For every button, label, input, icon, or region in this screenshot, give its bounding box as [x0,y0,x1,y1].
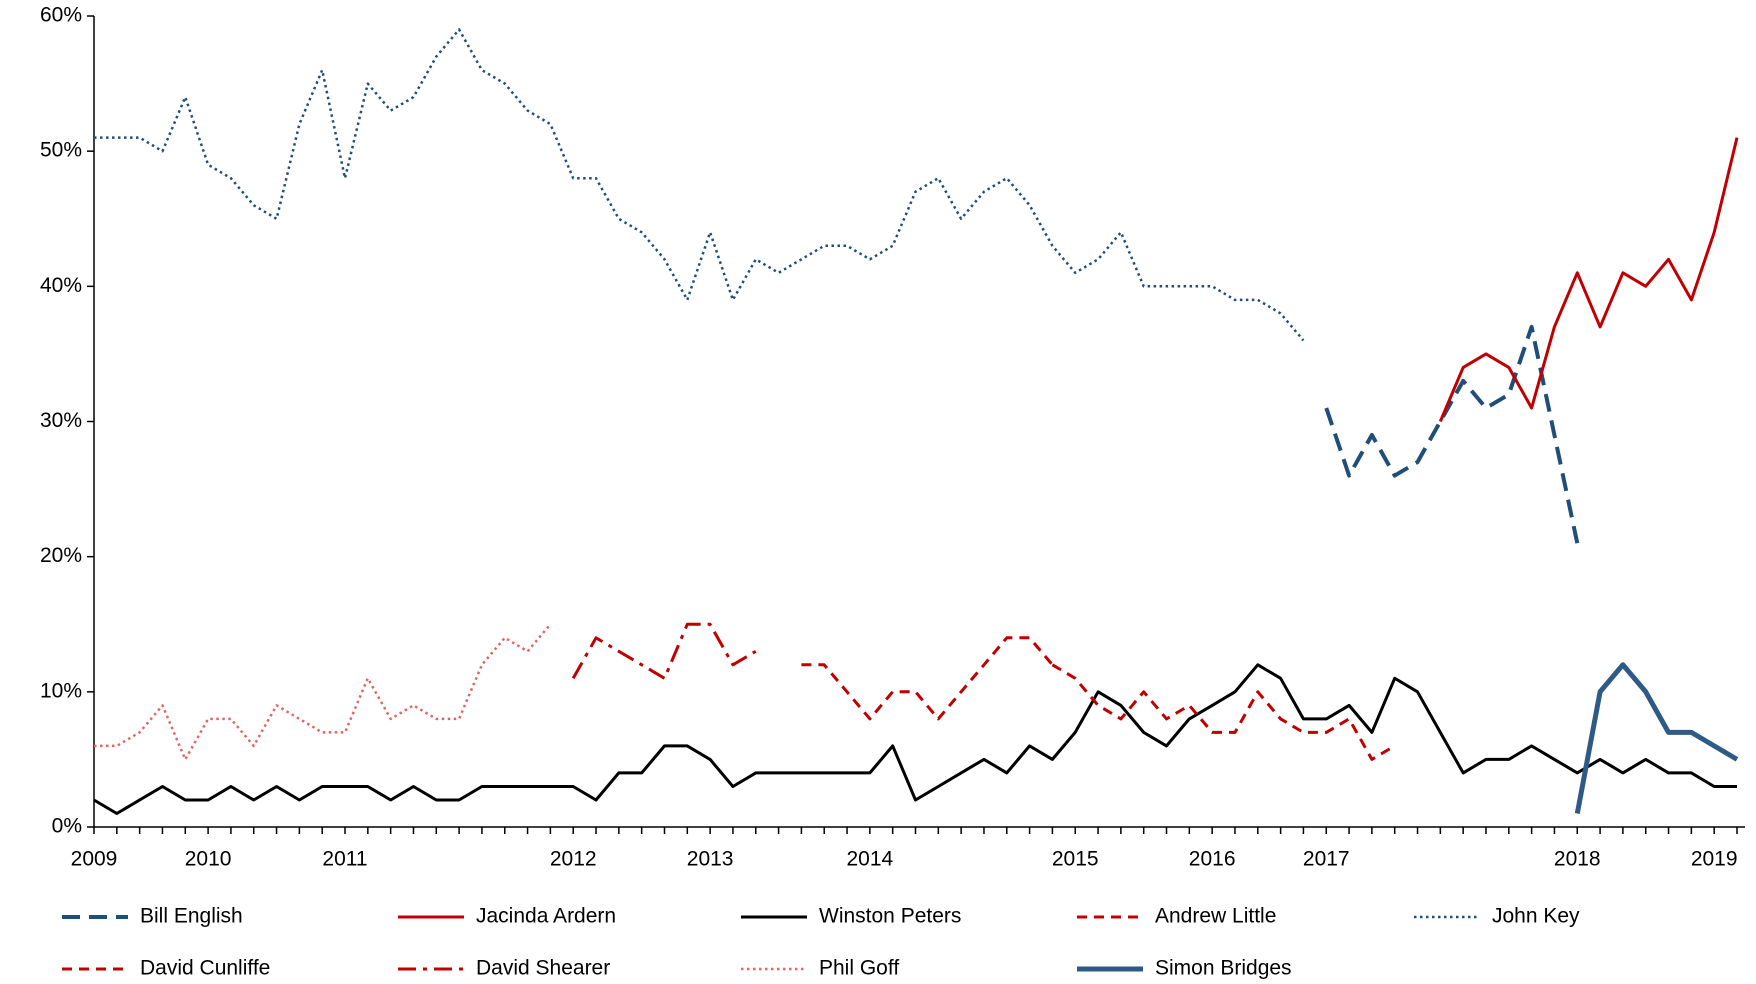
y-tick-label: 40% [40,274,82,297]
y-tick-label: 50% [40,139,82,162]
x-tick-label: 2016 [1189,848,1236,871]
series-line [94,623,552,761]
x-tick-label: 2015 [1052,848,1099,871]
series-line [1324,324,1580,544]
legend-label: Simon Bridges [1155,957,1292,980]
legend-label: Jacinda Ardern [476,905,616,928]
y-tick-label: 0% [52,815,82,838]
series-line [801,636,1054,721]
series-line [571,622,757,680]
x-tick-label: 2009 [71,848,118,871]
y-tick-label: 60% [40,4,82,27]
x-tick-label: 2014 [847,848,894,871]
series-line [1051,663,1396,761]
y-tick-label: 10% [40,679,82,702]
series-line [1574,662,1739,814]
x-tick-label: 2018 [1554,848,1601,871]
legend-label: John Key [1492,905,1580,928]
x-tick-label: 2011 [322,848,367,871]
legend-label: Andrew Little [1155,905,1276,928]
series-line [94,28,1305,342]
x-tick-label: 2013 [687,848,734,871]
x-tick-label: 2012 [550,848,597,871]
x-tick-label: 2010 [185,848,232,871]
legend-label: David Shearer [476,957,610,980]
legend-label: David Cunliffe [140,957,270,980]
series-line [93,663,1737,815]
legend-label: Bill English [140,905,243,928]
y-tick-label: 30% [40,409,82,432]
y-tick-label: 20% [40,544,82,567]
x-tick-label: 2019 [1691,848,1738,871]
x-tick-label: 2017 [1303,848,1350,871]
series-line [1438,137,1739,423]
legend-label: Phil Goff [819,957,899,980]
legend-label: Winston Peters [819,905,961,928]
